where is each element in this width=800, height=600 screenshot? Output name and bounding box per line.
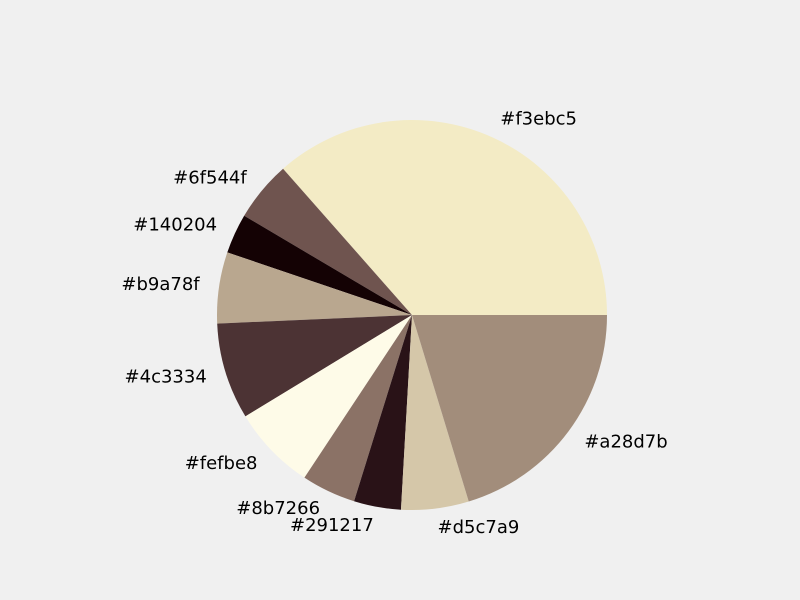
pie-slice-8b7266 — [304, 315, 412, 502]
pie-slice-4c3334 — [217, 315, 412, 417]
pie-label-4c3334: #4c3334 — [125, 366, 207, 387]
pie-slice-140204 — [227, 215, 412, 315]
pie-label-d5c7a9: #d5c7a9 — [438, 517, 520, 538]
pie-slice-d5c7a9 — [400, 315, 469, 510]
pie-label-291217: #291217 — [290, 515, 374, 536]
pie-slice-fefbe8 — [245, 315, 412, 478]
pie-slice-6f544f — [244, 168, 412, 315]
pie-label-f3ebc5: #f3ebc5 — [500, 109, 577, 130]
pie-label-8b7266: #8b7266 — [236, 498, 320, 519]
pie-labels: #f3ebc5 #6f544f #140204 #b9a78f #4c3334 #fefb… — [121, 109, 667, 538]
pie-slice-a28d7b — [412, 315, 607, 502]
pie-slice-f3ebc5 — [283, 120, 607, 315]
pie-label-b9a78f: #b9a78f — [121, 274, 200, 295]
pie-label-140204: #140204 — [133, 215, 217, 236]
pie-label-a28d7b: #a28d7b — [584, 432, 667, 453]
pie-slice-b9a78f — [217, 252, 412, 324]
pie-label-fefbe8: #fefbe8 — [185, 453, 258, 474]
pie-label-6f544f: #6f544f — [173, 167, 247, 188]
pie-slice-291217 — [354, 315, 412, 510]
pie-slices — [217, 120, 607, 510]
